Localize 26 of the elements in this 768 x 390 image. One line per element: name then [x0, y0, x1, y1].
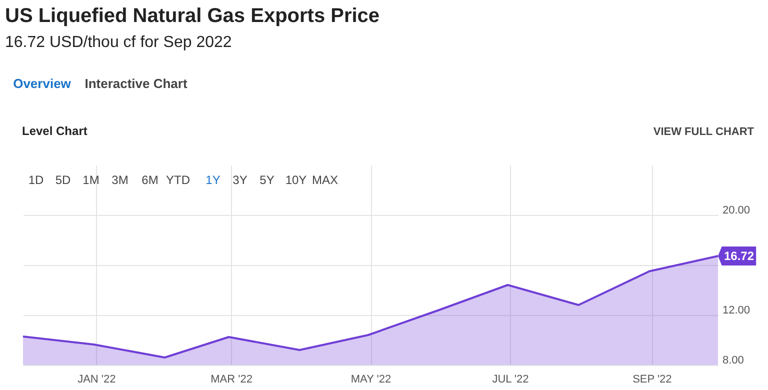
- x-tick-label: JAN '22: [78, 374, 116, 386]
- annotation: 3Y: [232, 173, 248, 187]
- y-tick-label: 12.00: [722, 304, 750, 316]
- annotation: 1D: [28, 173, 44, 187]
- chart-subtitle: 16.72 USD/thou cf for Sep 2022: [5, 34, 232, 51]
- annotation: YTD: [166, 173, 190, 187]
- y-tick-label: 20.00: [722, 204, 750, 216]
- text: Interactive Chart: [84, 76, 188, 91]
- annotation: MAX: [312, 173, 338, 187]
- text: Overview: [13, 76, 72, 91]
- annotation: 5D: [55, 173, 71, 187]
- x-tick-label: JUL '22: [492, 374, 529, 386]
- annotation: 3M: [112, 173, 128, 187]
- annotation: 10Y: [285, 173, 307, 187]
- annotation: 1Y: [206, 173, 220, 187]
- y-tick-label: 8.00: [722, 354, 744, 366]
- text: Level Chart: [22, 124, 88, 138]
- x-tick-label: MAY '22: [350, 374, 392, 386]
- text: VIEW FULL CHART: [653, 126, 754, 138]
- annotation: 16.72: [724, 249, 754, 263]
- x-tick-label: SEP '22: [632, 374, 672, 386]
- annotation: 6M: [142, 173, 158, 187]
- x-tick-label: MAR '22: [210, 374, 252, 386]
- annotation: 5Y: [260, 173, 274, 187]
- annotation: 1M: [82, 173, 100, 187]
- chart-title: US Liquefied Natural Gas Exports Price: [5, 5, 380, 27]
